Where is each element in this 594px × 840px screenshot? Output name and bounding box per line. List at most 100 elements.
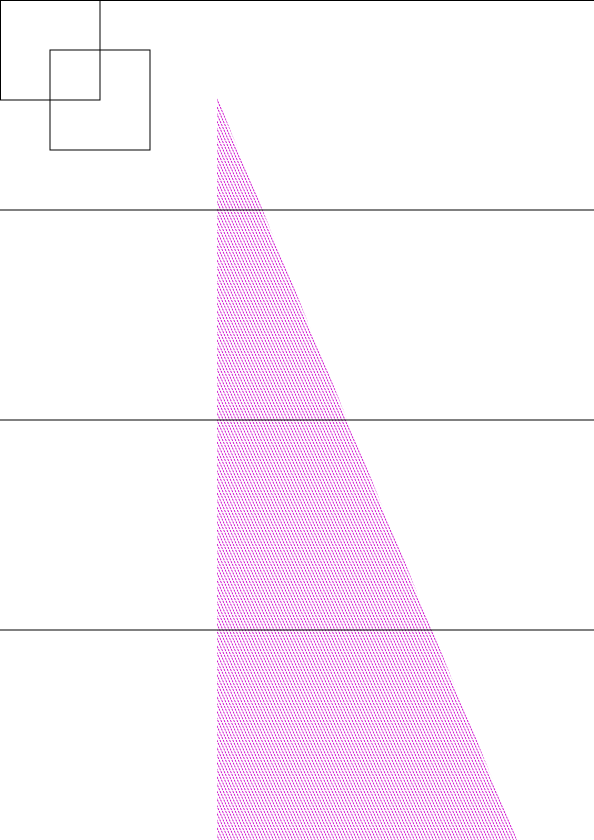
hatch-stroke xyxy=(558,90,594,840)
hatch-stroke xyxy=(539,90,594,840)
hatch-stroke xyxy=(0,90,166,840)
hatch-stroke xyxy=(498,90,594,840)
hatch-stroke xyxy=(542,90,594,840)
hatch-stroke xyxy=(472,90,594,840)
hatch-stroke xyxy=(523,90,594,840)
hatch-stroke xyxy=(0,90,306,840)
hatch-stroke xyxy=(0,90,310,840)
hatch-stroke xyxy=(0,90,207,840)
hatch-stroke xyxy=(459,90,594,840)
hatch-stroke xyxy=(504,90,594,840)
hatch-stroke xyxy=(453,90,594,840)
hatch-stroke xyxy=(510,90,594,840)
hatch-stroke xyxy=(398,90,594,840)
hatch-stroke xyxy=(546,90,594,840)
hatch-stroke xyxy=(494,90,594,840)
hatch-stroke xyxy=(0,90,175,840)
hatch-stroke xyxy=(446,90,594,840)
hatch-stroke xyxy=(0,90,188,840)
hatch-stroke xyxy=(0,90,191,840)
hatch-stroke xyxy=(552,90,594,840)
hatch-stroke xyxy=(293,90,594,840)
hatch-stroke xyxy=(0,90,217,840)
hatch-stroke xyxy=(318,90,594,840)
hatch-stroke xyxy=(0,90,150,840)
hatch-stroke xyxy=(0,90,319,840)
hatch-stroke xyxy=(0,90,134,840)
hatch-stroke xyxy=(379,90,594,840)
hatch-stroke xyxy=(485,90,594,840)
hatch-stroke xyxy=(418,90,594,840)
hatch-stroke xyxy=(0,90,258,840)
hatch-stroke xyxy=(0,90,278,840)
hatch-stroke xyxy=(360,90,594,840)
hatch-stroke xyxy=(0,90,223,840)
hatch-stroke xyxy=(0,90,201,840)
hatch-stroke xyxy=(0,90,249,840)
hatch-stroke xyxy=(0,90,239,840)
hatch-stroke xyxy=(357,90,594,840)
hatch-stroke xyxy=(395,90,594,840)
hatch-stroke xyxy=(440,90,594,840)
hatch-stroke xyxy=(0,90,326,840)
hatch-stroke xyxy=(555,90,594,840)
hatched-triangle xyxy=(0,90,594,840)
hatch-stroke xyxy=(299,90,594,840)
hatch-stroke xyxy=(466,90,594,840)
hatch-stroke xyxy=(0,90,204,840)
hatch-stroke xyxy=(437,90,594,840)
hatch-stroke xyxy=(280,90,594,840)
hatch-stroke xyxy=(421,90,594,840)
hatch-stroke xyxy=(0,90,230,840)
hatch-stroke xyxy=(373,90,594,840)
hatch-stroke xyxy=(0,90,246,840)
hatch-stroke xyxy=(0,90,329,840)
hatch-stroke xyxy=(526,90,594,840)
hatch-stroke xyxy=(0,90,214,840)
hatch-stroke xyxy=(382,90,594,840)
hatch-stroke xyxy=(475,90,594,840)
hatch-stroke xyxy=(530,90,594,840)
hatch-stroke xyxy=(267,90,594,840)
hatch-stroke xyxy=(520,90,594,840)
hatch-stroke xyxy=(443,90,594,840)
hatch-stroke xyxy=(0,90,262,840)
hatch-stroke xyxy=(501,90,594,840)
hatch-stroke xyxy=(0,90,185,840)
hatch-stroke xyxy=(450,90,594,840)
hatch-stroke xyxy=(0,90,210,840)
hatch-stroke xyxy=(0,90,236,840)
hatch-stroke xyxy=(0,90,242,840)
hatch-stroke xyxy=(312,90,594,840)
hatch-stroke xyxy=(344,90,594,840)
hatch-stroke xyxy=(469,90,594,840)
hatch-stroke xyxy=(0,90,137,840)
hatch-stroke xyxy=(0,90,226,840)
hatch-stroke xyxy=(376,90,594,840)
hatch-stroke xyxy=(0,90,159,840)
hatch-stroke xyxy=(478,90,594,840)
hatch-stroke xyxy=(363,90,594,840)
hatch-stroke xyxy=(331,90,594,840)
hatch-stroke xyxy=(408,90,594,840)
hatch-stroke xyxy=(386,90,594,840)
hatch-stroke xyxy=(533,90,594,840)
hatch-stroke xyxy=(405,90,594,840)
hatch-stroke xyxy=(0,90,172,840)
hatch-stroke xyxy=(456,90,594,840)
hatch-stroke xyxy=(274,90,594,840)
hatch-stroke xyxy=(507,90,594,840)
hatch-stroke xyxy=(354,90,594,840)
hatch-stroke xyxy=(0,90,255,840)
hatch-stroke xyxy=(0,90,281,840)
hatch-stroke xyxy=(402,90,594,840)
hatch-stroke xyxy=(462,90,594,840)
hatch-stroke xyxy=(0,90,233,840)
hatch-stroke xyxy=(0,90,303,840)
hatch-stroke xyxy=(517,90,594,840)
hatch-stroke xyxy=(0,90,143,840)
hatch-stroke xyxy=(0,90,140,840)
hatch-stroke xyxy=(0,90,300,840)
hatch-stroke xyxy=(536,90,594,840)
